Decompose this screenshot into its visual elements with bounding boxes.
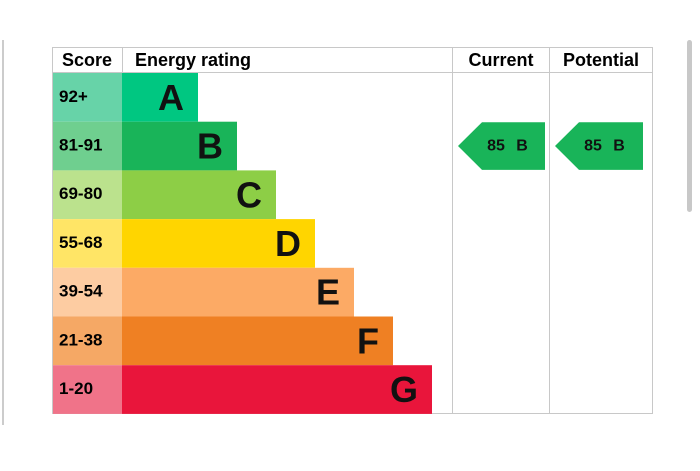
current-letter: B <box>516 137 528 154</box>
potential-value: 85 <box>584 137 602 154</box>
header-score: Score <box>62 50 112 70</box>
rating-bar <box>122 73 198 122</box>
score-label: 21-38 <box>59 330 102 349</box>
rating-letter: F <box>357 320 379 361</box>
rating-bar <box>122 219 315 268</box>
rating-bar <box>122 365 432 414</box>
potential-letter: B <box>613 137 625 154</box>
rating-letter: E <box>316 272 340 313</box>
score-cell <box>53 170 122 220</box>
rating-letter: G <box>390 369 418 410</box>
header-potential: Potential <box>563 50 639 70</box>
header-current: Current <box>468 50 533 70</box>
rating-bar <box>122 170 276 220</box>
header-rating: Energy rating <box>135 50 251 70</box>
score-cell <box>53 267 122 317</box>
score-label: 69-80 <box>59 184 102 203</box>
scrollbar[interactable] <box>687 40 692 212</box>
potential-arrow <box>555 122 643 170</box>
score-cell <box>53 365 122 414</box>
rating-letter: D <box>275 223 301 264</box>
current-arrow <box>458 122 545 170</box>
rating-bar <box>122 316 393 366</box>
score-cell <box>53 316 122 366</box>
score-cell <box>53 219 122 268</box>
score-label: 92+ <box>59 87 88 106</box>
rating-letter: A <box>158 77 184 118</box>
score-cell <box>53 73 122 122</box>
rating-letter: B <box>197 126 223 167</box>
rating-bar <box>122 121 237 171</box>
rating-letter: C <box>236 174 262 215</box>
rating-bar <box>122 267 354 317</box>
score-label: 55-68 <box>59 233 102 252</box>
current-value: 85 <box>487 137 505 154</box>
score-label: 1-20 <box>59 379 93 398</box>
score-label: 81-91 <box>59 136 102 155</box>
score-label: 39-54 <box>59 282 103 301</box>
score-cell <box>53 121 122 171</box>
